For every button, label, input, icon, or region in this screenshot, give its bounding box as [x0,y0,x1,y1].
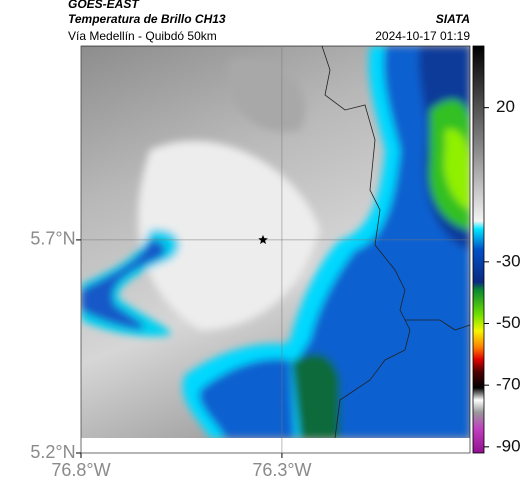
location-marker [258,234,268,244]
source: SIATA [436,12,470,26]
x-tick-label: 76.8°W [51,460,110,480]
y-tick-label: 5.2°N [30,442,75,462]
colorbar-tick-label: -50 [496,313,521,332]
timestamp: 2024-10-17 01:19 [375,29,470,43]
colorbar-tick-label: 20 [496,97,515,116]
colorbar-tick-label: -90 [496,436,521,455]
colorbar [472,45,485,454]
x-tick-label: 76.3°W [252,460,311,480]
satellite-image [81,46,470,438]
route: Vía Medellín - Quibdó 50km [68,29,217,43]
colorbar-tick-label: -30 [496,251,521,270]
colorbar-tick-label: -70 [496,375,521,394]
y-tick-label: 5.7°N [30,229,75,249]
subtitle: Temperatura de Brillo CH13 [68,12,226,26]
title: GOES-EAST [68,0,140,11]
